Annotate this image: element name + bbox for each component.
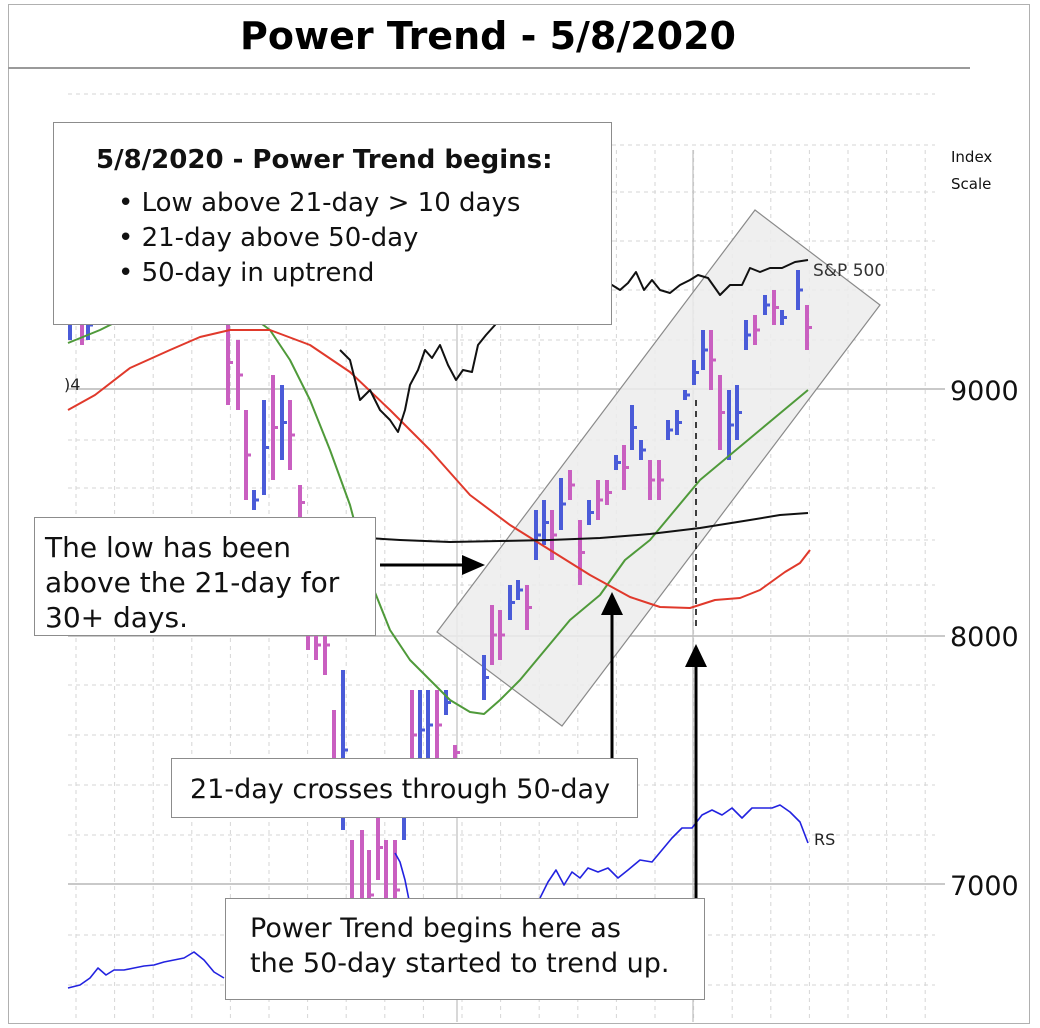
price-bars [68, 270, 812, 990]
y-tick-label: 9000 [950, 376, 1019, 407]
title-divider [8, 67, 970, 69]
callout-line: The low has been [45, 531, 292, 564]
callout-line: Power Trend begins here as [250, 913, 621, 944]
ma-crossover-callout: 21-day crosses through 50-day [171, 758, 638, 818]
criteria-item: • 50-day in uptrend [118, 258, 375, 288]
power-trend-start-callout: Power Trend begins here as the 50-day st… [225, 898, 705, 1000]
arrow-head [462, 555, 485, 575]
arrow-head [685, 644, 707, 667]
scale-label-line2: Scale [951, 175, 991, 193]
axis-labels: Index Scale 9000 8000 7000 S&P 500 RS )4 [64, 148, 1019, 902]
arrow-head [601, 592, 623, 615]
criteria-heading: 5/8/2020 - Power Trend begins: [96, 145, 553, 175]
criteria-item: • Low above 21-day > 10 days [118, 188, 521, 218]
callout-line: 21-day crosses through 50-day [190, 774, 611, 805]
chart-frame [8, 4, 1030, 1024]
chart-title: Power Trend - 5/8/2020 [240, 14, 736, 58]
y-tick-label: 8000 [950, 622, 1019, 653]
scale-label-line1: Index [951, 148, 992, 166]
rs-line [67, 951, 225, 989]
low-above-21day-callout: The low has been above the 21-day for 30… [34, 517, 376, 636]
callout-line: above the 21-day for [45, 566, 340, 599]
rs-series-label: RS [814, 830, 835, 849]
sp500-series-label: S&P 500 [813, 261, 885, 281]
criteria-item: • 21-day above 50-day [118, 223, 419, 253]
callout-line: 30+ days. [45, 601, 188, 634]
power-trend-criteria-box: 5/8/2020 - Power Trend begins: • Low abo… [53, 122, 612, 325]
rs-line [394, 852, 411, 906]
ma50-line [67, 329, 811, 609]
callout-line: the 50-day started to trend up. [250, 948, 670, 979]
annotation-arrows [380, 400, 707, 898]
rs-line [539, 804, 809, 899]
y-tick-label: 7000 [950, 871, 1019, 902]
partial-bar-label: )4 [64, 375, 80, 394]
ma200-line [349, 512, 809, 543]
